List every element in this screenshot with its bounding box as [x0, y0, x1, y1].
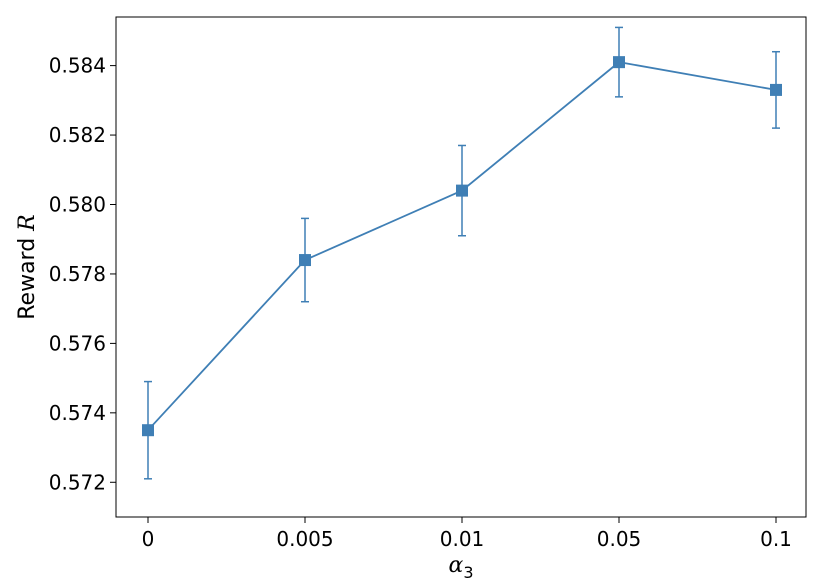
y-axis-label-symbol: R [15, 214, 40, 232]
x-axis-label: α3 [448, 553, 473, 581]
y-tick-label: 0.584 [49, 54, 106, 78]
x-axis-label-subscript: 3 [463, 563, 473, 581]
x-tick-label: 0.05 [597, 527, 642, 551]
data-point-marker [613, 56, 625, 69]
y-tick-label: 0.572 [49, 470, 106, 494]
x-axis-label-symbol: α [448, 553, 463, 578]
y-tick-label: 0.582 [49, 123, 106, 147]
y-tick-label: 0.578 [49, 262, 106, 286]
data-point-marker [299, 254, 311, 267]
x-tick-label: 0 [142, 527, 155, 551]
series-markers [142, 56, 782, 437]
data-point-marker [142, 424, 154, 437]
y-tick-label: 0.576 [49, 331, 106, 355]
plot-area [115, 16, 807, 518]
y-tick-label: 0.580 [49, 193, 106, 217]
y-axis-ticks: 0.572 0.574 0.576 0.578 0.580 0.582 0.584 [49, 54, 116, 494]
data-point-marker [770, 83, 782, 96]
y-axis-label-text: Reward [15, 231, 40, 320]
x-tick-label: 0.01 [440, 527, 485, 551]
x-tick-label: 0.1 [760, 527, 792, 551]
x-tick-label: 0.005 [276, 527, 333, 551]
data-point-marker [456, 184, 468, 197]
y-tick-label: 0.574 [49, 401, 106, 425]
x-axis-ticks: 0 0.005 0.01 0.05 0.1 [142, 517, 792, 551]
y-axis-label: Reward R [15, 214, 40, 320]
